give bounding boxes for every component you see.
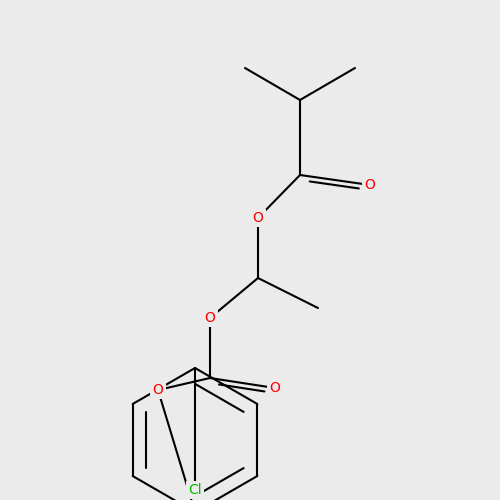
Text: O: O bbox=[252, 211, 264, 225]
Text: O: O bbox=[270, 381, 280, 395]
Text: Cl: Cl bbox=[188, 483, 202, 497]
Text: O: O bbox=[152, 383, 164, 397]
Text: O: O bbox=[364, 178, 376, 192]
Text: O: O bbox=[204, 311, 216, 325]
